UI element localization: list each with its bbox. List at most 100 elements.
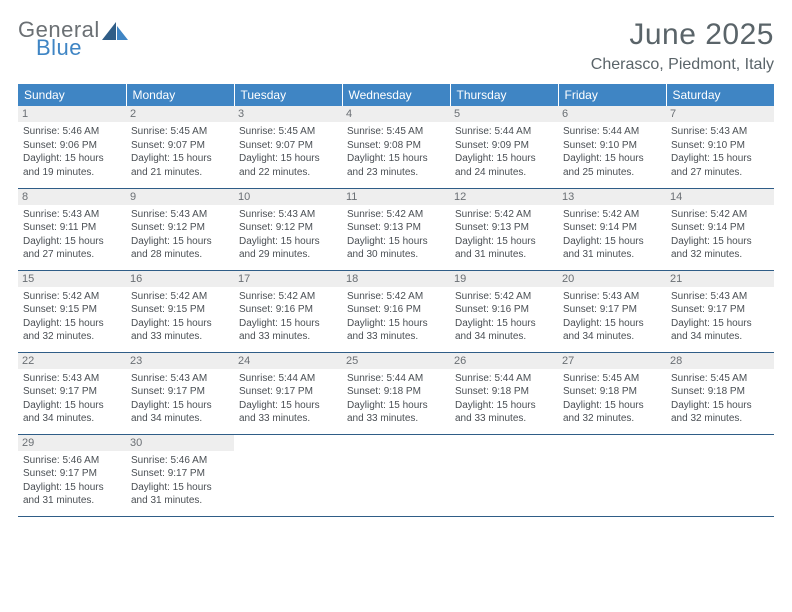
sunset-line: Sunset: 9:11 PM bbox=[23, 221, 121, 235]
daylight-line: Daylight: 15 hours and 32 minutes. bbox=[23, 317, 121, 344]
calendar-weekday-header: SundayMondayTuesdayWednesdayThursdayFrid… bbox=[18, 84, 774, 106]
calendar-day-cell bbox=[558, 434, 666, 516]
sunrise-line: Sunrise: 5:46 AM bbox=[23, 125, 121, 139]
sunset-line: Sunset: 9:09 PM bbox=[455, 139, 553, 153]
sunrise-line: Sunrise: 5:42 AM bbox=[671, 208, 769, 222]
calendar-day-cell: 15Sunrise: 5:42 AMSunset: 9:15 PMDayligh… bbox=[18, 270, 126, 352]
sunrise-line: Sunrise: 5:44 AM bbox=[347, 372, 445, 386]
day-number: 21 bbox=[666, 271, 774, 287]
location-subtitle: Cherasco, Piedmont, Italy bbox=[591, 56, 774, 74]
calendar-page: General Blue June 2025 Cherasco, Piedmon… bbox=[0, 0, 792, 517]
daylight-line: Daylight: 15 hours and 32 minutes. bbox=[671, 235, 769, 262]
daylight-line: Daylight: 15 hours and 30 minutes. bbox=[347, 235, 445, 262]
sunset-line: Sunset: 9:07 PM bbox=[239, 139, 337, 153]
daylight-line: Daylight: 15 hours and 32 minutes. bbox=[563, 399, 661, 426]
logo-text-blue: Blue bbox=[36, 39, 128, 58]
day-number: 11 bbox=[342, 189, 450, 205]
day-number: 23 bbox=[126, 353, 234, 369]
day-number: 4 bbox=[342, 106, 450, 122]
sunrise-line: Sunrise: 5:43 AM bbox=[23, 372, 121, 386]
day-number: 5 bbox=[450, 106, 558, 122]
daylight-line: Daylight: 15 hours and 34 minutes. bbox=[563, 317, 661, 344]
day-number: 19 bbox=[450, 271, 558, 287]
daylight-line: Daylight: 15 hours and 27 minutes. bbox=[23, 235, 121, 262]
sunset-line: Sunset: 9:08 PM bbox=[347, 139, 445, 153]
daylight-line: Daylight: 15 hours and 22 minutes. bbox=[239, 152, 337, 179]
day-number: 27 bbox=[558, 353, 666, 369]
sunset-line: Sunset: 9:10 PM bbox=[671, 139, 769, 153]
sunrise-line: Sunrise: 5:43 AM bbox=[671, 125, 769, 139]
day-number: 2 bbox=[126, 106, 234, 122]
day-number: 29 bbox=[18, 435, 126, 451]
sunset-line: Sunset: 9:07 PM bbox=[131, 139, 229, 153]
sunrise-line: Sunrise: 5:42 AM bbox=[347, 290, 445, 304]
calendar-day-cell: 25Sunrise: 5:44 AMSunset: 9:18 PMDayligh… bbox=[342, 352, 450, 434]
sunrise-line: Sunrise: 5:43 AM bbox=[239, 208, 337, 222]
daylight-line: Daylight: 15 hours and 31 minutes. bbox=[131, 481, 229, 508]
sunrise-line: Sunrise: 5:42 AM bbox=[131, 290, 229, 304]
calendar-day-cell bbox=[234, 434, 342, 516]
day-number: 9 bbox=[126, 189, 234, 205]
sunset-line: Sunset: 9:16 PM bbox=[239, 303, 337, 317]
sunset-line: Sunset: 9:17 PM bbox=[23, 467, 121, 481]
page-header: General Blue June 2025 Cherasco, Piedmon… bbox=[18, 18, 774, 74]
weekday-header-saturday: Saturday bbox=[666, 84, 774, 106]
daylight-line: Daylight: 15 hours and 32 minutes. bbox=[671, 399, 769, 426]
daylight-line: Daylight: 15 hours and 27 minutes. bbox=[671, 152, 769, 179]
day-number: 7 bbox=[666, 106, 774, 122]
daylight-line: Daylight: 15 hours and 34 minutes. bbox=[23, 399, 121, 426]
calendar-day-cell: 7 Sunrise: 5:43 AMSunset: 9:10 PMDaylight… bbox=[666, 106, 774, 188]
day-number: 20 bbox=[558, 271, 666, 287]
day-number: 16 bbox=[126, 271, 234, 287]
sunset-line: Sunset: 9:15 PM bbox=[23, 303, 121, 317]
day-number: 30 bbox=[126, 435, 234, 451]
daylight-line: Daylight: 15 hours and 31 minutes. bbox=[23, 481, 121, 508]
weekday-header-wednesday: Wednesday bbox=[342, 84, 450, 106]
weekday-header-monday: Monday bbox=[126, 84, 234, 106]
daylight-line: Daylight: 15 hours and 33 minutes. bbox=[455, 399, 553, 426]
calendar-day-cell: 17Sunrise: 5:42 AMSunset: 9:16 PMDayligh… bbox=[234, 270, 342, 352]
calendar-day-cell: 29Sunrise: 5:46 AMSunset: 9:17 PMDayligh… bbox=[18, 434, 126, 516]
calendar-day-cell: 24Sunrise: 5:44 AMSunset: 9:17 PMDayligh… bbox=[234, 352, 342, 434]
calendar-day-cell: 2 Sunrise: 5:45 AMSunset: 9:07 PMDaylight… bbox=[126, 106, 234, 188]
calendar-day-cell: 13Sunrise: 5:42 AMSunset: 9:14 PMDayligh… bbox=[558, 188, 666, 270]
calendar-day-cell bbox=[666, 434, 774, 516]
daylight-line: Daylight: 15 hours and 34 minutes. bbox=[455, 317, 553, 344]
sunrise-line: Sunrise: 5:43 AM bbox=[23, 208, 121, 222]
day-number: 1 bbox=[18, 106, 126, 122]
daylight-line: Daylight: 15 hours and 33 minutes. bbox=[239, 399, 337, 426]
calendar-day-cell: 16Sunrise: 5:42 AMSunset: 9:15 PMDayligh… bbox=[126, 270, 234, 352]
daylight-line: Daylight: 15 hours and 21 minutes. bbox=[131, 152, 229, 179]
calendar-day-cell: 6Sunrise: 5:44 AMSunset: 9:10 PMDaylight… bbox=[558, 106, 666, 188]
calendar-day-cell: 23Sunrise: 5:43 AMSunset: 9:17 PMDayligh… bbox=[126, 352, 234, 434]
daylight-line: Daylight: 15 hours and 28 minutes. bbox=[131, 235, 229, 262]
calendar-week-row: 1Sunrise: 5:46 AMSunset: 9:06 PMDaylight… bbox=[18, 106, 774, 188]
sunrise-line: Sunrise: 5:43 AM bbox=[131, 372, 229, 386]
sunrise-line: Sunrise: 5:44 AM bbox=[239, 372, 337, 386]
day-number: 15 bbox=[18, 271, 126, 287]
daylight-line: Daylight: 15 hours and 33 minutes. bbox=[347, 317, 445, 344]
calendar-day-cell: 26Sunrise: 5:44 AMSunset: 9:18 PMDayligh… bbox=[450, 352, 558, 434]
calendar-week-row: 29Sunrise: 5:46 AMSunset: 9:17 PMDayligh… bbox=[18, 434, 774, 516]
daylight-line: Daylight: 15 hours and 25 minutes. bbox=[563, 152, 661, 179]
sunrise-line: Sunrise: 5:42 AM bbox=[455, 290, 553, 304]
sunset-line: Sunset: 9:12 PM bbox=[131, 221, 229, 235]
calendar-day-cell: 11Sunrise: 5:42 AMSunset: 9:13 PMDayligh… bbox=[342, 188, 450, 270]
day-number: 3 bbox=[234, 106, 342, 122]
day-number: 17 bbox=[234, 271, 342, 287]
sunrise-line: Sunrise: 5:44 AM bbox=[563, 125, 661, 139]
calendar-day-cell: 9Sunrise: 5:43 AMSunset: 9:12 PMDaylight… bbox=[126, 188, 234, 270]
sunrise-line: Sunrise: 5:45 AM bbox=[131, 125, 229, 139]
sunrise-line: Sunrise: 5:45 AM bbox=[347, 125, 445, 139]
sunset-line: Sunset: 9:13 PM bbox=[347, 221, 445, 235]
day-number: 18 bbox=[342, 271, 450, 287]
calendar-table: SundayMondayTuesdayWednesdayThursdayFrid… bbox=[18, 84, 774, 517]
day-number: 28 bbox=[666, 353, 774, 369]
calendar-week-row: 8Sunrise: 5:43 AMSunset: 9:11 PMDaylight… bbox=[18, 188, 774, 270]
calendar-day-cell: 30Sunrise: 5:46 AMSunset: 9:17 PMDayligh… bbox=[126, 434, 234, 516]
calendar-day-cell: 21Sunrise: 5:43 AMSunset: 9:17 PMDayligh… bbox=[666, 270, 774, 352]
day-number: 10 bbox=[234, 189, 342, 205]
day-number: 22 bbox=[18, 353, 126, 369]
calendar-day-cell: 19Sunrise: 5:42 AMSunset: 9:16 PMDayligh… bbox=[450, 270, 558, 352]
day-number: 26 bbox=[450, 353, 558, 369]
